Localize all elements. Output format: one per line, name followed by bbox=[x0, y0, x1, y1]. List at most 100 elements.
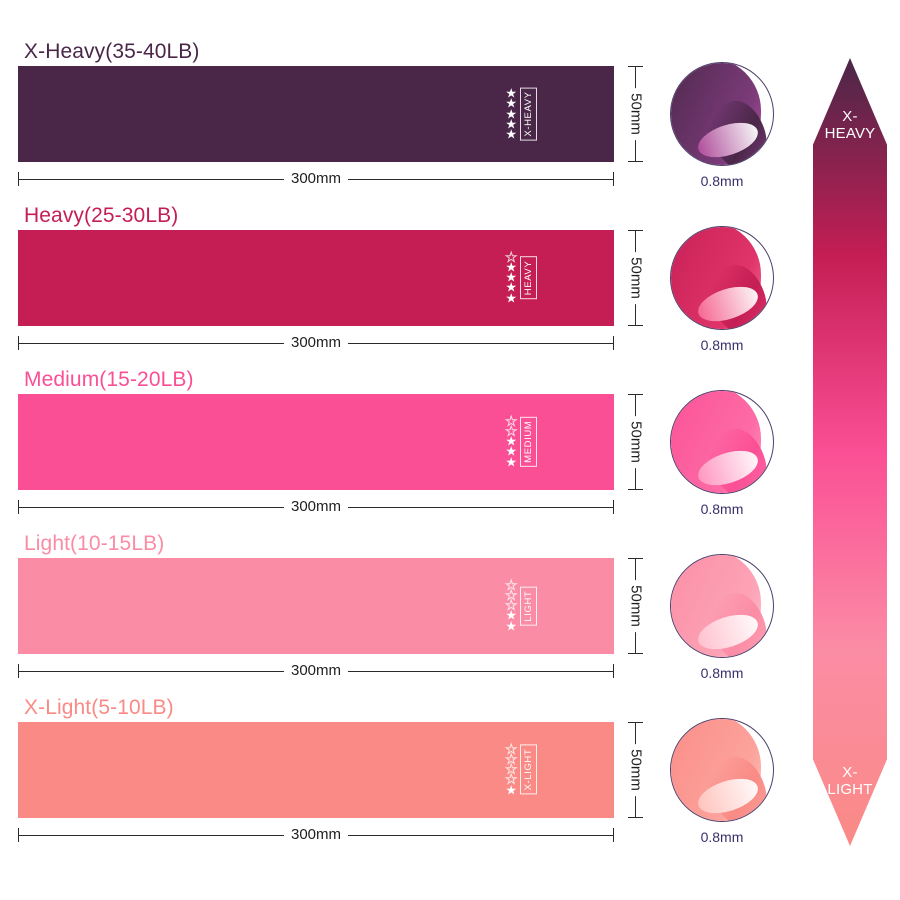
band-strip: ★ ★ ★ ★ ★ HEAVY bbox=[18, 230, 614, 326]
band-mark-label: LIGHT bbox=[520, 586, 537, 626]
width-dimension: 50mm bbox=[624, 722, 648, 818]
dimension-tick-top bbox=[628, 558, 643, 559]
star-empty-icon: ★ bbox=[505, 413, 518, 429]
dimension-tick-bottom bbox=[628, 325, 643, 326]
dimension-tick-right bbox=[613, 172, 614, 186]
thickness-magnifier-circle bbox=[670, 718, 774, 822]
star-empty-icon: ★ bbox=[505, 761, 518, 777]
star-filled-icon: ★ bbox=[505, 618, 517, 634]
arrow-top-label-line1: X- bbox=[842, 108, 858, 125]
length-dimension: 300mm bbox=[18, 334, 614, 352]
star-filled-icon: ★ bbox=[505, 444, 517, 460]
arrow-gradient-body bbox=[813, 58, 887, 846]
band-strip: ★ ★ ★ ★ ★ X-HEAVY bbox=[18, 66, 614, 162]
band-mark-label: X-LIGHT bbox=[520, 745, 537, 795]
dimension-tick-bottom bbox=[628, 489, 643, 490]
width-dimension: 50mm bbox=[624, 66, 648, 162]
thickness-callout-x-light: 0.8mm bbox=[670, 718, 782, 845]
band-title: Heavy(25-30LB) bbox=[24, 204, 179, 227]
length-value: 300mm bbox=[283, 334, 349, 352]
band-mark: ★ ★ ★ ★ ★ X-HEAVY bbox=[505, 85, 537, 142]
dimension-tick-top bbox=[628, 66, 643, 67]
band-title: X-Light(5-10LB) bbox=[24, 696, 174, 719]
dimension-tick-left bbox=[18, 664, 19, 678]
band-mark-label: X-HEAVY bbox=[520, 87, 537, 141]
thickness-value: 0.8mm bbox=[700, 173, 744, 189]
band-mark-label: HEAVY bbox=[520, 256, 537, 300]
width-value: 50mm bbox=[627, 744, 645, 796]
star-empty-icon: ★ bbox=[505, 741, 518, 757]
dimension-tick-top bbox=[628, 722, 643, 723]
dimension-tick-right bbox=[613, 828, 614, 842]
dimension-tick-right bbox=[613, 336, 614, 350]
thickness-value: 0.8mm bbox=[700, 337, 744, 353]
width-value: 50mm bbox=[627, 416, 645, 468]
dimension-tick-left bbox=[18, 828, 19, 842]
star-rating: ★ ★ ★ ★ ★ bbox=[505, 413, 518, 470]
star-empty-icon: ★ bbox=[505, 249, 518, 265]
arrow-bottom-label-line1: X- bbox=[842, 763, 858, 781]
star-rating: ★ ★ ★ ★ ★ bbox=[505, 249, 518, 304]
band-strip: ★ ★ ★ ★ ★ X-LIGHT bbox=[18, 722, 614, 818]
length-dimension: 300mm bbox=[18, 662, 614, 680]
width-value: 50mm bbox=[627, 580, 645, 632]
band-strip: ★ ★ ★ ★ ★ LIGHT bbox=[18, 558, 614, 654]
width-value: 50mm bbox=[627, 88, 645, 140]
dimension-tick-bottom bbox=[628, 817, 643, 818]
band-title: Medium(15-20LB) bbox=[24, 368, 194, 391]
star-empty-icon: ★ bbox=[505, 423, 518, 439]
star-rating: ★ ★ ★ ★ ★ bbox=[505, 741, 518, 798]
band-mark: ★ ★ ★ ★ ★ LIGHT bbox=[505, 577, 537, 634]
star-empty-icon: ★ bbox=[505, 597, 518, 613]
star-filled-icon: ★ bbox=[505, 105, 517, 121]
band-mark: ★ ★ ★ ★ ★ X-LIGHT bbox=[505, 741, 537, 798]
thickness-magnifier-circle bbox=[670, 62, 774, 166]
star-filled-icon: ★ bbox=[505, 126, 517, 142]
thickness-magnifier-circle bbox=[670, 390, 774, 494]
thickness-magnifier-circle bbox=[670, 554, 774, 658]
dimension-tick-top bbox=[628, 394, 643, 395]
star-rating: ★ ★ ★ ★ ★ bbox=[505, 85, 517, 142]
length-dimension: 300mm bbox=[18, 498, 614, 516]
star-filled-icon: ★ bbox=[505, 280, 517, 296]
width-dimension: 50mm bbox=[624, 394, 648, 490]
star-filled-icon: ★ bbox=[505, 85, 517, 101]
arrow-top-label-line2: HEAVY bbox=[824, 125, 876, 143]
arrow-top-label: X- HEAVY bbox=[813, 108, 887, 143]
dimension-tick-right bbox=[613, 500, 614, 514]
band-mark-label: MEDIUM bbox=[520, 416, 537, 468]
length-value: 300mm bbox=[283, 826, 349, 844]
star-empty-icon: ★ bbox=[505, 751, 518, 767]
thickness-callout-heavy: 0.8mm bbox=[670, 226, 782, 353]
star-filled-icon: ★ bbox=[505, 454, 517, 470]
band-title: X-Heavy(35-40LB) bbox=[24, 40, 200, 63]
thickness-callout-medium: 0.8mm bbox=[670, 390, 782, 517]
thickness-value: 0.8mm bbox=[700, 501, 744, 517]
width-value: 50mm bbox=[627, 252, 645, 304]
star-empty-icon: ★ bbox=[505, 587, 518, 603]
dimension-tick-top bbox=[628, 230, 643, 231]
length-value: 300mm bbox=[283, 662, 349, 680]
dimension-tick-bottom bbox=[628, 653, 643, 654]
star-empty-icon: ★ bbox=[505, 772, 518, 788]
width-dimension: 50mm bbox=[624, 558, 648, 654]
dimension-tick-left bbox=[18, 500, 19, 514]
length-value: 300mm bbox=[283, 498, 349, 516]
star-empty-icon: ★ bbox=[505, 577, 518, 593]
star-filled-icon: ★ bbox=[505, 116, 517, 132]
thickness-magnifier-circle bbox=[670, 226, 774, 330]
star-filled-icon: ★ bbox=[505, 782, 517, 798]
star-filled-icon: ★ bbox=[505, 608, 517, 624]
band-strip: ★ ★ ★ ★ ★ MEDIUM bbox=[18, 394, 614, 490]
thickness-value: 0.8mm bbox=[700, 829, 744, 845]
star-rating: ★ ★ ★ ★ ★ bbox=[505, 577, 518, 634]
resistance-scale-arrow: X- HEAVY X- LIGHT bbox=[813, 58, 887, 846]
band-mark: ★ ★ ★ ★ ★ HEAVY bbox=[505, 249, 537, 304]
band-title: Light(10-15LB) bbox=[24, 532, 165, 555]
thickness-callout-light: 0.8mm bbox=[670, 554, 782, 681]
dimension-tick-bottom bbox=[628, 161, 643, 162]
dimension-tick-left bbox=[18, 172, 19, 186]
dimension-tick-right bbox=[613, 664, 614, 678]
arrow-bottom-label: X- LIGHT bbox=[813, 764, 887, 799]
